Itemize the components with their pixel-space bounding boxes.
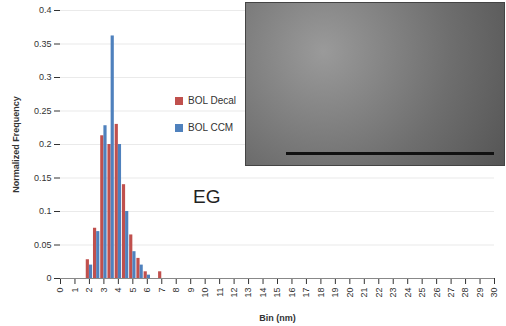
svg-text:0.2: 0.2	[39, 139, 52, 149]
svg-text:0.4: 0.4	[39, 5, 52, 15]
svg-text:17: 17	[301, 288, 311, 298]
svg-text:30: 30	[489, 288, 499, 298]
svg-text:2: 2	[84, 288, 94, 293]
svg-text:5: 5	[128, 288, 138, 293]
svg-text:9: 9	[186, 288, 196, 293]
svg-text:13: 13	[243, 288, 253, 298]
svg-text:7: 7	[157, 288, 167, 293]
svg-text:Normalized Frequency: Normalized Frequency	[11, 96, 21, 193]
svg-text:12: 12	[229, 288, 239, 298]
svg-text:14: 14	[258, 288, 268, 298]
html-text:BOL CCM: BOL CCM	[188, 122, 234, 133]
svg-text:0.15: 0.15	[34, 173, 52, 183]
svg-text:0: 0	[46, 273, 51, 283]
svg-text:10: 10	[200, 288, 210, 298]
svg-text:6: 6	[142, 288, 152, 293]
svg-text:22: 22	[374, 288, 384, 298]
svg-text:20: 20	[345, 288, 355, 298]
svg-text:26: 26	[432, 288, 442, 298]
svg-text:23: 23	[388, 288, 398, 298]
svg-text:4: 4	[113, 288, 123, 293]
svg-text:27: 27	[446, 288, 456, 298]
svg-text:0.1: 0.1	[39, 206, 52, 216]
svg-text:16: 16	[287, 288, 297, 298]
svg-text:19: 19	[330, 288, 340, 298]
svg-text:28: 28	[460, 288, 470, 298]
html-text:EG: EG	[193, 186, 221, 207]
svg-text:29: 29	[475, 288, 485, 298]
html-text:BOL Decal: BOL Decal	[188, 95, 236, 106]
svg-text:0.05: 0.05	[34, 240, 52, 250]
svg-text:3: 3	[99, 288, 109, 293]
svg-text:0.3: 0.3	[39, 72, 52, 82]
svg-text:0.35: 0.35	[34, 39, 52, 49]
svg-text:15: 15	[272, 288, 282, 298]
svg-text:11: 11	[215, 288, 225, 297]
svg-text:24: 24	[403, 288, 413, 298]
svg-text:8: 8	[171, 288, 181, 293]
svg-text:1: 1	[70, 288, 80, 293]
svg-text:21: 21	[359, 288, 369, 298]
svg-text:25: 25	[417, 288, 427, 298]
svg-text:0.25: 0.25	[34, 106, 52, 116]
svg-text:0: 0	[55, 288, 65, 293]
svg-text:Bin (nm): Bin (nm)	[259, 313, 296, 323]
svg-text:18: 18	[316, 288, 326, 298]
